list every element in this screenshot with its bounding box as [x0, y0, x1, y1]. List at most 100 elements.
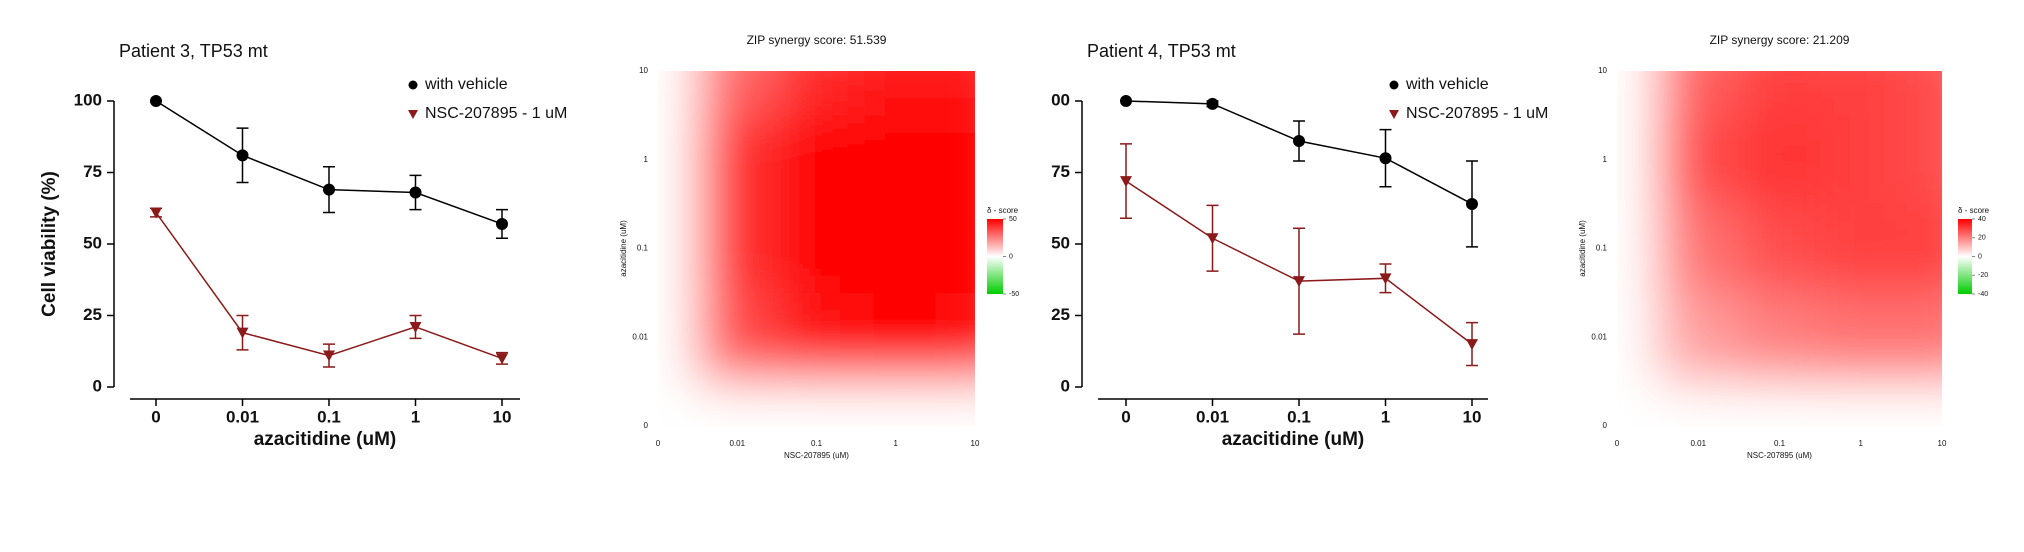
x-tick-label: 1	[1381, 407, 1390, 426]
heatmap-cell	[697, 115, 777, 205]
y-tick-label: 0.1	[1596, 244, 1608, 253]
heatmap-cell	[1738, 292, 1821, 382]
colorbar-tick-label: 40	[1978, 216, 1986, 223]
y-tick-label: 1	[1603, 155, 1608, 164]
point	[150, 95, 162, 107]
legend-marker	[1389, 80, 1399, 90]
x-tick-label: 0.1	[1774, 439, 1786, 448]
y-tick-label: 0	[1603, 421, 1608, 430]
y-tick-label: 0	[1061, 376, 1070, 395]
point	[1120, 95, 1132, 107]
colorbar-tick-label: 50	[1009, 216, 1017, 223]
point	[1466, 197, 1478, 210]
heatmap-cell	[1901, 115, 1942, 205]
heatmap-cell	[1617, 381, 1658, 426]
heatmap-cell	[1901, 292, 1942, 382]
x-tick-label: 0.01	[226, 407, 259, 426]
y-tick-label: 25	[1051, 305, 1070, 324]
colorbar-label: δ - score	[1958, 206, 1990, 215]
heatmap-cell	[776, 115, 857, 205]
x-tick-label: 10	[493, 407, 512, 426]
x-tick-label: 1	[894, 439, 899, 448]
heatmap-area	[1617, 71, 1942, 426]
y-axis-label: Cell viability (%)	[39, 171, 60, 317]
point	[1379, 152, 1392, 165]
point	[323, 350, 335, 362]
colorbar-label: δ - score	[987, 206, 1019, 215]
x-axis-label: azacitidine (uM)	[1222, 429, 1365, 450]
y-tick-label: 10	[1598, 66, 1607, 75]
x-tick-label: 0.1	[811, 439, 823, 448]
heatmap-cell	[1820, 71, 1902, 116]
heatmap-cells	[1617, 71, 1942, 426]
heatmap-cell	[776, 381, 857, 426]
point	[236, 149, 249, 162]
x-tick-label: 0	[656, 439, 661, 448]
heatmap-cell	[1657, 292, 1739, 382]
heatmap-cell	[935, 381, 975, 426]
heatmap-cell	[1657, 71, 1739, 116]
heatmap-cell	[776, 292, 857, 382]
point	[409, 321, 422, 333]
point	[1379, 273, 1392, 285]
heatmap-cell	[935, 204, 975, 293]
x-axis-label: NSC-207895 (uM)	[784, 451, 849, 460]
point	[409, 186, 422, 199]
point	[150, 207, 162, 219]
heatmap-cell	[1901, 381, 1942, 426]
colorbar-tick-label: -20	[1978, 272, 1988, 279]
point	[496, 217, 508, 230]
heatmap-cell	[1901, 204, 1942, 293]
heatmap-cell	[658, 71, 698, 116]
heatmap-cell	[658, 204, 698, 293]
x-tick-label: 0.1	[1287, 407, 1311, 426]
point	[1293, 276, 1305, 288]
y-tick-label: 0.1	[637, 244, 649, 253]
chart-title: Patient 3, TP53 mt	[119, 41, 268, 61]
heatmap-cell	[1657, 381, 1739, 426]
x-tick-label: 10	[1938, 439, 1947, 448]
x-tick-label: 0	[1121, 407, 1130, 426]
heatmap-cell	[1901, 71, 1942, 116]
heatmap-cell	[1738, 71, 1821, 116]
heatmap-cell	[856, 381, 936, 426]
x-tick-label: 0.01	[1196, 407, 1229, 426]
y-tick-label: 1	[644, 155, 649, 164]
heatmap-cell	[1738, 115, 1821, 205]
y-tick-label: 00	[1051, 90, 1070, 109]
heatmap-cell	[935, 71, 975, 116]
y-tick-label: 0.01	[1591, 332, 1607, 341]
x-tick-label: 0.1	[317, 407, 341, 426]
legend-marker	[408, 80, 418, 90]
heatmap-cell	[776, 71, 857, 116]
heatmap-cell	[697, 292, 777, 382]
heatmap-cell	[697, 204, 777, 293]
legend-marker	[408, 110, 418, 119]
x-tick-label: 1	[1859, 439, 1864, 448]
y-tick-label: 0.01	[632, 332, 648, 341]
heatmap-cell	[1617, 71, 1658, 116]
heatmap-cell	[1617, 204, 1658, 293]
chart-title: ZIP synergy score: 51.539	[747, 33, 887, 47]
heatmap-cell	[856, 115, 936, 205]
x-tick-label: 10	[1463, 407, 1482, 426]
heatmap-cells	[658, 71, 975, 426]
legend-label: with vehicle	[1405, 76, 1489, 93]
heatmap-cell	[1820, 204, 1902, 293]
heatmap-cell	[1657, 204, 1739, 293]
heatmap-cell	[935, 115, 975, 205]
colorbar-tick-label: -50	[1009, 291, 1019, 298]
x-tick-label: 0	[1615, 439, 1620, 448]
y-tick-label: 50	[83, 233, 102, 252]
y-tick-label: 100	[74, 90, 102, 109]
x-axis-label: NSC-207895 (uM)	[1747, 451, 1812, 460]
y-tick-label: 25	[83, 305, 102, 324]
heatmap-cell	[658, 381, 698, 426]
heatmap-cell	[658, 292, 698, 382]
heatmap-cell	[658, 115, 698, 205]
heatmap-cell	[1820, 292, 1902, 382]
legend-label: NSC-207895 - 1 uM	[1406, 105, 1548, 122]
colorbar-tick-label: 20	[1978, 235, 1986, 242]
heatmap-area	[658, 71, 975, 426]
chart-title: Patient 4, TP53 mt	[1087, 41, 1236, 61]
